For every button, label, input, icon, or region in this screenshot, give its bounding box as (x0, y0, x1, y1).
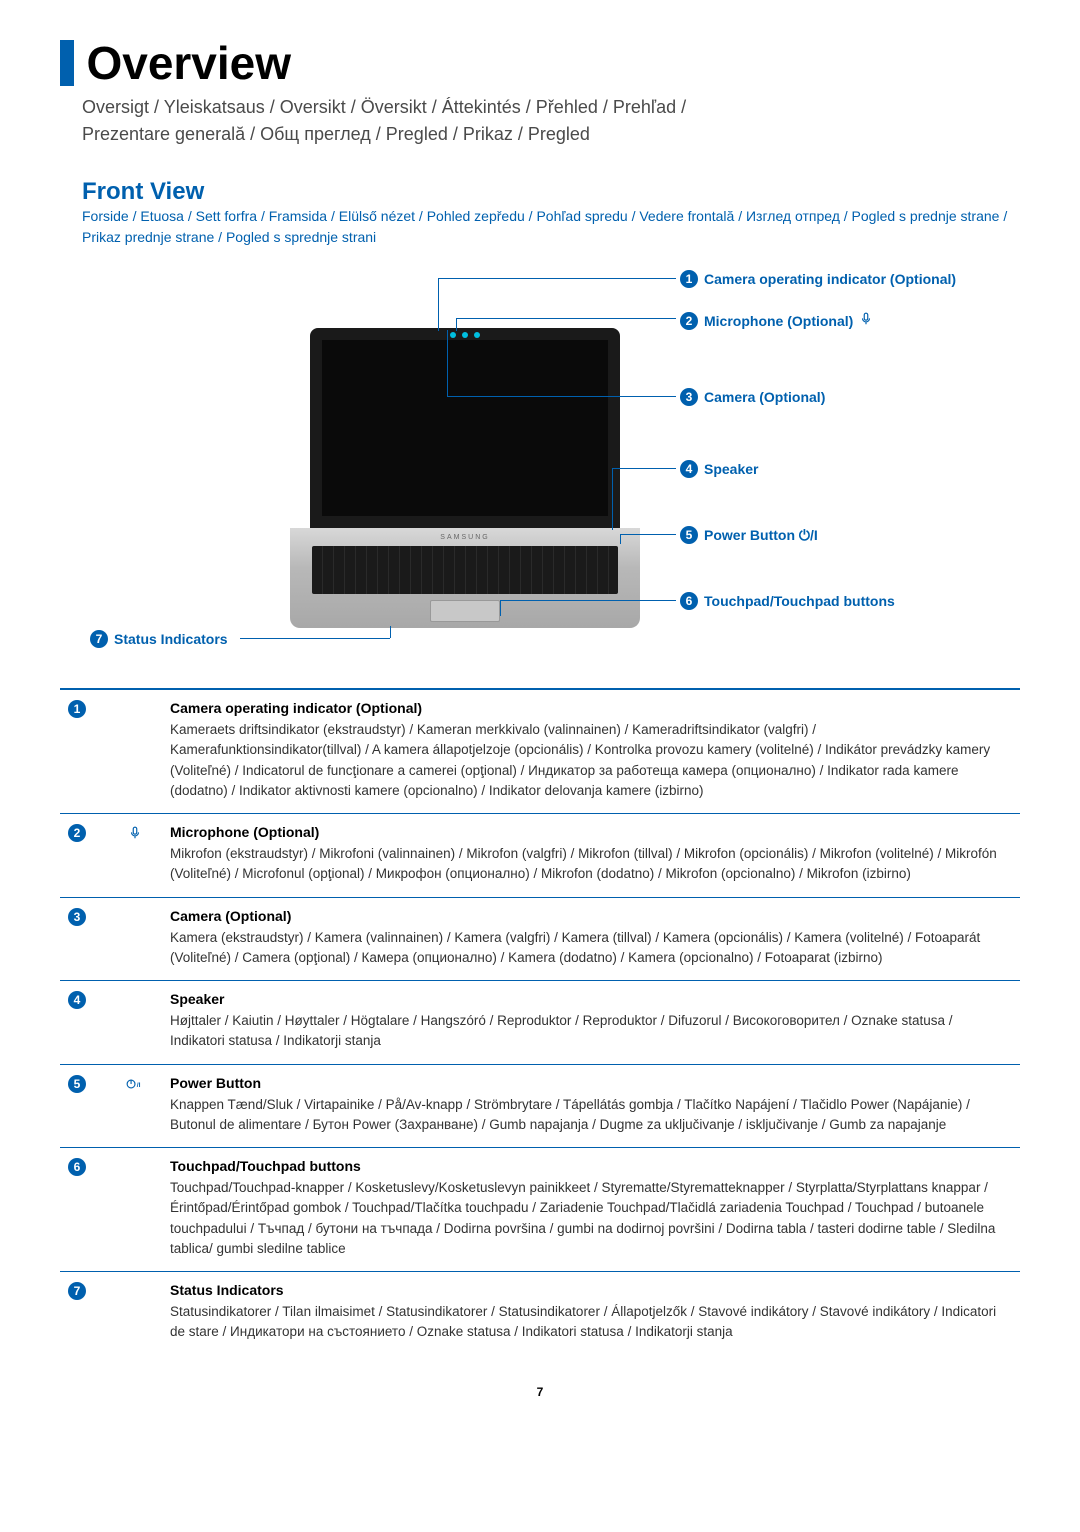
badge-2: 2 (680, 312, 698, 330)
badge-1: 1 (68, 700, 86, 718)
callout-4-text: Speaker (704, 460, 758, 478)
section-heading: Front View (82, 178, 1020, 206)
callout-3-text: Camera (Optional) (704, 388, 825, 406)
desc-row-6: 6 Touchpad/Touchpad buttons Touchpad/Tou… (60, 1148, 1020, 1272)
title-accent-bar (60, 40, 74, 86)
badge-7: 7 (90, 630, 108, 648)
desc-3-text: Kamera (ekstraudstyr) / Kamera (valinnai… (170, 928, 1008, 969)
desc-1-text: Kameraets driftsindikator (ekstraudstyr)… (170, 720, 1008, 801)
badge-7: 7 (68, 1282, 86, 1300)
desc-3-title: Camera (Optional) (170, 908, 1008, 924)
title-block: Overview (60, 40, 1020, 86)
description-table: 1 Camera operating indicator (Optional) … (60, 688, 1020, 1355)
desc-2-text: Mikrofon (ekstraudstyr) / Mikrofoni (val… (170, 844, 1008, 885)
desc-5-title: Power Button (170, 1075, 1008, 1091)
callout-5: 5 Power Button ⏻/I (680, 526, 818, 544)
desc-5-text: Knappen Tænd/Sluk / Virtapainike / På/Av… (170, 1095, 1008, 1136)
callout-5-text: Power Button ⏻/I (704, 526, 818, 544)
laptop-logo: SAMSUNG (440, 534, 489, 541)
badge-6: 6 (68, 1158, 86, 1176)
desc-7-title: Status Indicators (170, 1282, 1008, 1298)
leader-line (620, 534, 676, 535)
callout-1: 1 Camera operating indicator (Optional) (680, 270, 956, 288)
leader-line (447, 396, 676, 397)
callout-1-text: Camera operating indicator (Optional) (704, 270, 956, 288)
badge-4: 4 (68, 991, 86, 1009)
power-icon: /I (126, 1077, 144, 1091)
leader-line (620, 534, 621, 544)
desc-row-7: 7 Status Indicators Statusindikatorer / … (60, 1272, 1020, 1355)
leader-line (447, 330, 448, 396)
badge-5: 5 (680, 526, 698, 544)
badge-1: 1 (680, 270, 698, 288)
badge-3: 3 (680, 388, 698, 406)
trackpad-area (430, 600, 500, 622)
leader-line (438, 278, 676, 279)
badge-6: 6 (680, 592, 698, 610)
desc-row-4: 4 Speaker Højttaler / Kaiutin / Høyttale… (60, 981, 1020, 1065)
callout-2: 2 Microphone (Optional) (680, 312, 873, 330)
page-number: 7 (60, 1385, 1020, 1399)
desc-row-5: 5 /I Power Button Knappen Tænd/Sluk / Vi… (60, 1065, 1020, 1149)
keyboard-area (312, 546, 618, 594)
callout-6-text: Touchpad/Touchpad buttons (704, 592, 895, 610)
leader-line (612, 468, 613, 530)
badge-5: 5 (68, 1075, 86, 1093)
badge-3: 3 (68, 908, 86, 926)
callout-3: 3 Camera (Optional) (680, 388, 825, 406)
title-translations: Oversigt / Yleiskatsaus / Oversikt / Öve… (82, 94, 702, 148)
desc-7-text: Statusindikatorer / Tilan ilmaisimet / S… (170, 1302, 1008, 1343)
front-view-diagram: SAMSUNG 1 Camera operating indicator (Op… (60, 268, 1020, 678)
callout-6: 6 Touchpad/Touchpad buttons (680, 592, 895, 610)
callout-4: 4 Speaker (680, 460, 758, 478)
callout-7: 7 Status Indicators (90, 630, 228, 648)
desc-4-text: Højttaler / Kaiutin / Høyttaler / Högtal… (170, 1011, 1008, 1052)
desc-6-title: Touchpad/Touchpad buttons (170, 1158, 1008, 1174)
desc-1-title: Camera operating indicator (Optional) (170, 700, 1008, 716)
desc-row-2: 2 Microphone (Optional) Mikrofon (ekstra… (60, 814, 1020, 898)
desc-6-text: Touchpad/Touchpad-knapper / Kosketuslevy… (170, 1178, 1008, 1259)
leader-line (500, 600, 676, 601)
leader-line (500, 600, 501, 616)
desc-2-title: Microphone (Optional) (170, 824, 1008, 840)
leader-line (240, 638, 390, 639)
desc-4-title: Speaker (170, 991, 1008, 1007)
laptop-illustration: SAMSUNG (290, 328, 640, 628)
leader-line (456, 318, 676, 319)
leader-line (438, 278, 439, 331)
microphone-icon (859, 312, 873, 326)
desc-row-3: 3 Camera (Optional) Kamera (ekstraudstyr… (60, 898, 1020, 982)
callout-2-text: Microphone (Optional) (704, 312, 853, 330)
section-translations: Forside / Etuosa / Sett forfra / Framsid… (82, 206, 1020, 248)
leader-line (390, 626, 391, 638)
page-title: Overview (86, 40, 291, 86)
microphone-icon (128, 826, 142, 840)
badge-2: 2 (68, 824, 86, 842)
leader-line (456, 318, 457, 331)
camera-dots (450, 332, 480, 338)
desc-row-1: 1 Camera operating indicator (Optional) … (60, 690, 1020, 814)
callout-7-text: Status Indicators (114, 630, 228, 648)
svg-text:/I: /I (137, 1081, 141, 1088)
leader-line (612, 468, 676, 469)
badge-4: 4 (680, 460, 698, 478)
